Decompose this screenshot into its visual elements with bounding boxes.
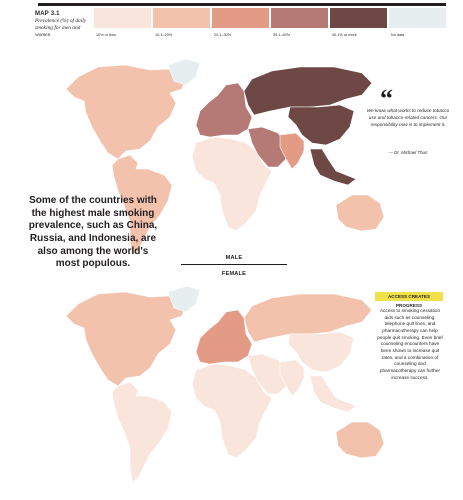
region-russia [243, 293, 373, 343]
legend-label: 30.1–40% [273, 33, 291, 37]
male-map-label: MALE [225, 255, 243, 261]
region-latin-america [111, 154, 173, 256]
legend-item: 30.1–40% [271, 8, 328, 41]
female-map-label: FEMALE [221, 271, 247, 277]
female-world-map [65, 285, 385, 483]
legend-swatch [389, 8, 446, 28]
region-africa [191, 363, 273, 459]
legend-label: 20.1–30% [214, 33, 232, 37]
region-latin-america [111, 381, 173, 483]
region-middle-east [247, 126, 289, 168]
map-divider [181, 264, 287, 265]
legend-label: 40.1% or more [332, 33, 357, 37]
header-rule [38, 3, 446, 6]
region-europe [195, 82, 253, 138]
legend-item: 10% or less [94, 8, 151, 41]
map-number: MAP 3.1 [35, 11, 60, 17]
map-subtitle: Prevalence (%) of daily smoking for men … [35, 18, 87, 38]
region-australia [335, 194, 385, 232]
legend-label: 10.1–20% [155, 33, 173, 37]
access-text: Access to smoking cessation aids such as… [377, 308, 443, 380]
legend-label: 10% or less [96, 33, 116, 37]
legend: 10% or less 10.1–20% 20.1–30% 30.1–40% 4… [94, 8, 446, 41]
region-china [287, 104, 355, 146]
legend-item: 20.1–30% [212, 8, 269, 41]
legend-swatch [153, 8, 210, 28]
legend-item: 10.1–20% [153, 8, 210, 41]
quote-mark-icon: “ [380, 84, 393, 113]
region-north-america [65, 291, 187, 387]
legend-item: 40.1% or more [330, 8, 387, 41]
region-southeast-asia [309, 148, 357, 186]
region-europe [195, 309, 253, 365]
legend-swatch [271, 8, 328, 28]
male-world-map [65, 58, 385, 256]
region-greenland [167, 58, 201, 86]
access-heading: ACCESS CREATES PROGRESS [375, 292, 443, 308]
legend-label: No data [391, 33, 405, 37]
region-south-asia [279, 132, 305, 170]
region-north-america [65, 64, 187, 160]
legend-swatch [94, 8, 151, 28]
callout-text: Some of the countries with the highest m… [28, 195, 158, 270]
region-russia [243, 66, 373, 116]
region-greenland [167, 285, 201, 313]
region-middle-east [247, 353, 289, 395]
region-china [287, 331, 355, 373]
region-south-asia [279, 359, 305, 397]
quote-attribution: — Dr. Michael Thun [388, 150, 428, 155]
legend-swatch [330, 8, 387, 28]
quote-text: We know what works to reduce tobacco use… [366, 108, 450, 127]
region-africa [191, 136, 273, 232]
legend-swatch [212, 8, 269, 28]
region-australia [335, 421, 385, 459]
region-southeast-asia [309, 375, 357, 413]
legend-item: No data [389, 8, 446, 41]
